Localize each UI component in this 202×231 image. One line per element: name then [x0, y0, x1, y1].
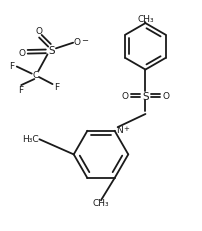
Text: +: + — [123, 125, 129, 131]
Text: O: O — [19, 49, 26, 58]
Text: H₃C: H₃C — [22, 135, 39, 144]
Text: −: − — [81, 36, 88, 45]
Text: C: C — [32, 71, 38, 80]
Text: S: S — [142, 91, 149, 101]
Text: F: F — [54, 83, 59, 92]
Text: O: O — [36, 27, 43, 36]
Text: S: S — [48, 46, 55, 56]
Text: CH₃: CH₃ — [93, 198, 109, 207]
Text: O: O — [73, 38, 80, 47]
Text: CH₃: CH₃ — [137, 15, 154, 24]
Text: F: F — [9, 62, 15, 71]
Text: N: N — [116, 126, 123, 135]
Text: F: F — [18, 86, 23, 95]
Text: O: O — [162, 92, 169, 101]
Text: O: O — [122, 92, 129, 101]
